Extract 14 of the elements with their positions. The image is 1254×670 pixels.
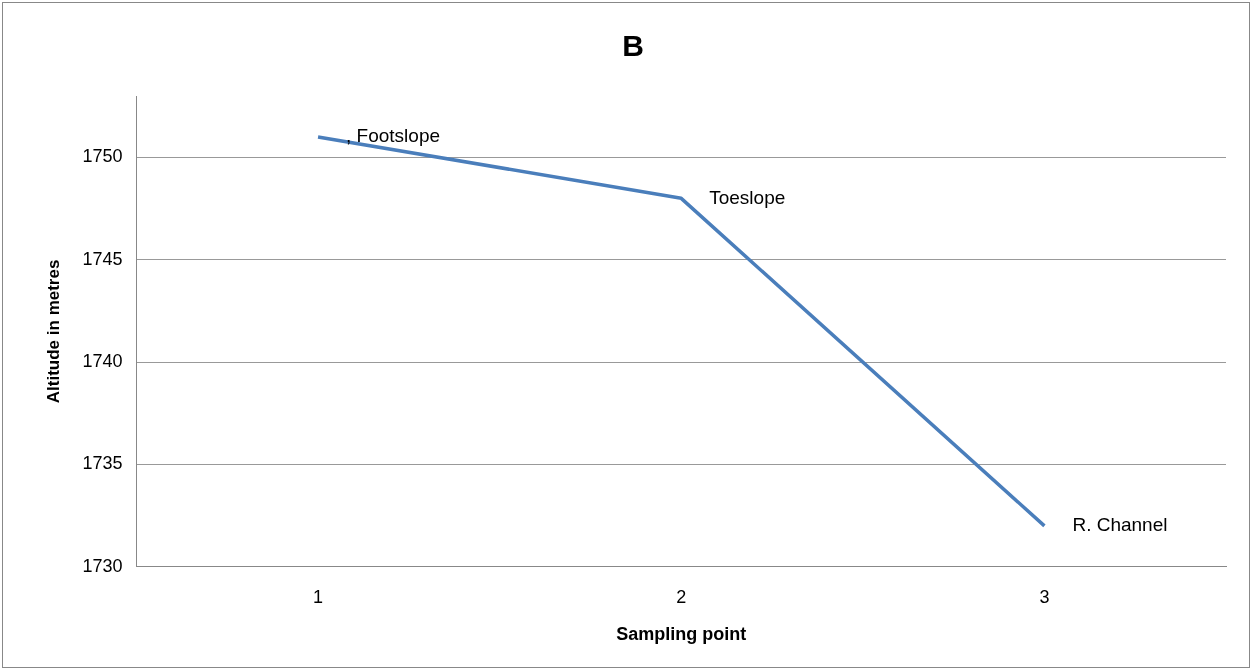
- annotation: R. Channel: [1072, 514, 1168, 536]
- x-tick-label: 3: [1039, 586, 1050, 607]
- chart-title: B: [622, 29, 644, 63]
- annotation: , Footslope: [346, 125, 441, 147]
- x-tick-label: 2: [676, 586, 687, 607]
- x-axis-title: Sampling point: [616, 624, 747, 645]
- y-axis-title: Altitude in metres: [43, 259, 63, 404]
- y-tick-label: 1745: [82, 248, 123, 269]
- y-tick-label: 1730: [82, 555, 123, 576]
- y-tick-label: 1740: [82, 351, 123, 372]
- annotation: Toeslope: [709, 186, 786, 208]
- y-tick-label: 1735: [82, 453, 123, 474]
- x-tick-label: 1: [313, 586, 324, 607]
- y-tick-label: 1750: [82, 146, 123, 167]
